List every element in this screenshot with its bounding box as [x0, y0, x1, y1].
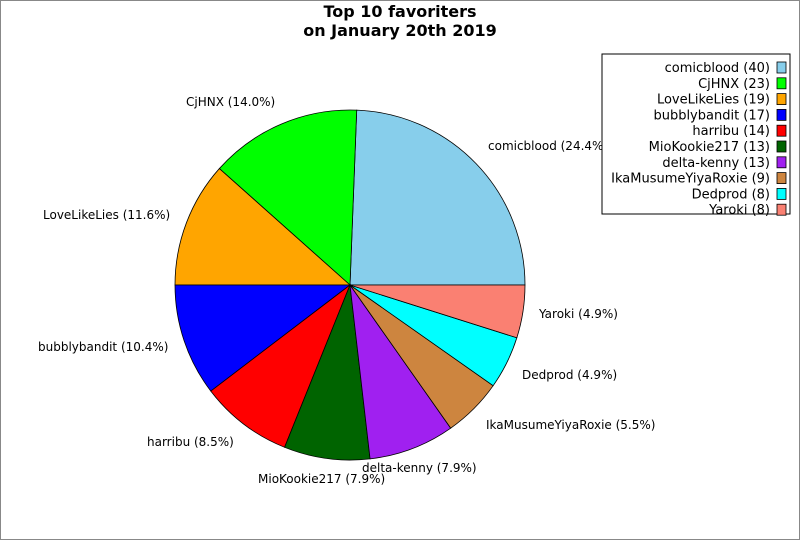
legend-swatch-harribu: [776, 124, 787, 137]
slice-label-yaroki: Yaroki (4.9%): [538, 307, 618, 321]
slice-labels: comicblood (24.4%) CjHNX (14.0%) LoveLikeL…: [38, 95, 655, 486]
legend-swatch-delta-kenny: [776, 156, 787, 169]
legend-label-delta-kenny: delta-kenny (13): [662, 156, 770, 171]
legend: comicblood (40)CjHNX (23)LoveLikeLies (1…: [601, 53, 791, 218]
chart-title-line-2: on January 20th 2019: [303, 21, 497, 40]
legend-label-bubblybandit: bubblybandit (17): [653, 108, 770, 123]
legend-label-harribu: harribu (14): [692, 124, 770, 139]
pie-slices: [174, 109, 526, 461]
legend-swatch-yaroki: [776, 203, 787, 216]
legend-swatch-ikamusumeyiyaroxie: [776, 172, 787, 185]
slice-label-cjhnx: CjHNX (14.0%): [186, 95, 275, 109]
chart-title-line-1: Top 10 favoriters: [323, 2, 476, 21]
legend-swatch-bubblybandit: [776, 109, 787, 121]
legend-label-comicblood: comicblood (40): [665, 61, 770, 76]
legend-label-lovelikelies: LoveLikeLies (19): [657, 93, 770, 108]
slice-label-delta-kenny: delta-kenny (7.9%): [362, 461, 477, 475]
slice-label-ikamusumeyiyaroxie: IkaMusumeYiyaRoxie (5.5%): [486, 418, 655, 432]
slice-label-dedprod: Dedprod (4.9%): [522, 368, 617, 382]
pie-slice-comicblood: [349, 109, 526, 286]
legend-swatch-dedprod: [776, 187, 787, 200]
legend-swatch-cjhnx: [776, 77, 787, 90]
legend-label-yaroki: Yaroki (8): [708, 203, 770, 218]
slice-label-harribu: harribu (8.5%): [147, 435, 234, 449]
slice-label-bubblybandit: bubblybandit (10.4%): [38, 340, 168, 354]
pie-slice-lovelikelies: [174, 168, 352, 286]
slice-label-miokookie217: MioKookie217 (7.9%): [258, 472, 385, 486]
legend-swatch-lovelikelies: [776, 93, 787, 105]
legend-label-cjhnx: CjHNX (23): [698, 77, 770, 92]
pie-slice-bubblybandit: [174, 284, 352, 392]
pie-slice-cjhnx: [218, 109, 358, 286]
slice-label-lovelikelies: LoveLikeLies (11.6%): [43, 208, 170, 222]
legend-box: [601, 53, 791, 215]
legend-label-dedprod: Dedprod (8): [692, 187, 770, 202]
legend-label-ikamusumeyiyaroxie: IkaMusumeYiyaRoxie (9): [611, 172, 770, 187]
pie-slice-harribu: [210, 283, 351, 448]
slice-label-comicblood: comicblood (24.4%): [488, 139, 608, 153]
pie-slice-yaroki: [349, 284, 526, 339]
legend-swatch-comicblood: [776, 61, 787, 74]
legend-label-miokookie217: MioKookie217 (13): [649, 140, 770, 155]
legend-swatch-miokookie217: [776, 140, 787, 153]
